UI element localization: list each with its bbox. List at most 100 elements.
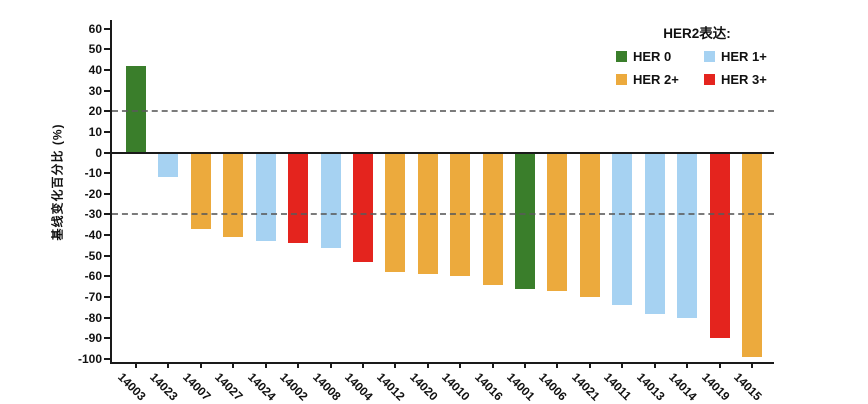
x-label-14024: 14024 xyxy=(244,370,279,404)
x-tick-mark-14012 xyxy=(394,362,397,368)
y-tick-label--20: -20 xyxy=(84,186,102,201)
y-tick-label--30: -30 xyxy=(84,207,102,222)
x-tick-mark-14010 xyxy=(459,362,462,368)
bar-14007 xyxy=(190,152,211,229)
bar-14006 xyxy=(547,152,568,291)
zero-baseline xyxy=(112,151,774,154)
legend-item-her-1+: HER 1+ xyxy=(704,49,791,64)
bar-14019 xyxy=(709,152,730,339)
bar-14004 xyxy=(352,152,373,262)
x-label-14021: 14021 xyxy=(568,370,603,404)
bar-14024 xyxy=(255,152,276,242)
x-label-14012: 14012 xyxy=(374,370,408,404)
x-label-14008: 14008 xyxy=(309,370,344,404)
x-tick-mark-14015 xyxy=(750,362,753,368)
x-label-14013: 14013 xyxy=(633,370,668,404)
y-tick-mark-30 xyxy=(104,89,112,92)
her2-legend: HER2表达: HER 0 HER 1+ HER 2+ HER 3+ xyxy=(603,22,791,87)
legend-item-her-3+: HER 3+ xyxy=(704,72,791,87)
legend-item-her-2+: HER 2+ xyxy=(616,72,704,87)
legend-items: HER 0 HER 1+ HER 2+ HER 3+ xyxy=(616,49,791,87)
x-label-14023: 14023 xyxy=(147,370,182,404)
y-tick-label--60: -60 xyxy=(84,269,102,284)
y-tick-label--100: -100 xyxy=(77,352,102,367)
x-tick-mark-14020 xyxy=(426,362,429,368)
legend-item-label: HER 0 xyxy=(633,49,672,64)
y-tick-label--50: -50 xyxy=(84,248,102,263)
legend-item-label: HER 2+ xyxy=(633,72,679,87)
y-tick-label--70: -70 xyxy=(84,290,102,305)
bar-14015 xyxy=(741,152,762,357)
y-tick-mark--40 xyxy=(104,234,112,237)
x-tick-mark-14008 xyxy=(329,362,332,368)
x-label-14014: 14014 xyxy=(666,370,700,404)
y-tick-mark-0 xyxy=(104,151,112,154)
bar-14014 xyxy=(677,152,698,318)
y-tick-label--90: -90 xyxy=(84,331,102,346)
reference-line--30 xyxy=(112,213,774,216)
bar-14012 xyxy=(385,152,406,273)
plot-area: 60 50 40 30 20 10 0 -10 -20 -30 -40 -50 -60 -70 -80 -90… xyxy=(78,20,774,403)
bar-14013 xyxy=(644,152,665,314)
bar-14016 xyxy=(482,152,503,285)
y-tick-mark--70 xyxy=(104,296,112,299)
y-tick-label-10: 10 xyxy=(88,124,102,139)
x-tick-mark-14016 xyxy=(491,362,494,368)
y-tick-mark--20 xyxy=(104,192,112,195)
y-tick-label-50: 50 xyxy=(88,42,102,57)
x-label-14011: 14011 xyxy=(601,370,635,404)
x-label-14004: 14004 xyxy=(342,370,376,404)
x-tick-mark-14014 xyxy=(686,362,689,368)
y-tick-mark-60 xyxy=(104,27,112,30)
y-tick-label-30: 30 xyxy=(88,83,102,98)
legend-swatch-her-2+ xyxy=(616,74,627,85)
legend-swatch-her-3+ xyxy=(704,74,715,85)
y-tick-label-40: 40 xyxy=(88,62,102,77)
y-tick-label--40: -40 xyxy=(84,228,102,243)
x-tick-mark-14024 xyxy=(264,362,267,368)
bar-14008 xyxy=(320,152,341,248)
x-tick-mark-14004 xyxy=(361,362,364,368)
x-tick-mark-14006 xyxy=(556,362,559,368)
x-tick-mark-14001 xyxy=(524,362,527,368)
x-tick-mark-14003 xyxy=(135,362,137,368)
y-tick-mark--30 xyxy=(104,213,112,216)
legend-item-label: HER 3+ xyxy=(721,72,767,87)
legend-swatch-her-0 xyxy=(616,51,627,62)
bar-14002 xyxy=(288,152,309,244)
x-tick-mark-14011 xyxy=(621,362,624,368)
x-label-14007: 14007 xyxy=(179,370,214,404)
x-label-14020: 14020 xyxy=(406,370,441,404)
legend-title: HER2表达: xyxy=(663,26,731,41)
x-label-14027: 14027 xyxy=(212,370,246,404)
legend-swatch-her-1+ xyxy=(704,51,715,62)
x-label-14010: 14010 xyxy=(439,370,473,404)
x-tick-mark-14013 xyxy=(653,362,656,368)
bar-14020 xyxy=(417,152,438,275)
y-tick-label--10: -10 xyxy=(84,166,102,181)
bar-14021 xyxy=(579,152,600,298)
x-label-14016: 14016 xyxy=(471,370,506,404)
y-axis-title: 基线变化百分比 (%) xyxy=(50,123,65,241)
legend-item-label: HER 1+ xyxy=(721,49,767,64)
x-tick-mark-14002 xyxy=(297,362,300,368)
y-tick-label-60: 60 xyxy=(88,21,102,36)
y-tick-mark--80 xyxy=(104,316,112,319)
x-label-14006: 14006 xyxy=(536,370,571,404)
x-label-14002: 14002 xyxy=(277,370,311,404)
y-tick-mark-10 xyxy=(104,130,112,133)
legend-item-her-0: HER 0 xyxy=(616,49,704,64)
y-tick-mark--90 xyxy=(104,337,112,340)
y-tick-label-0: 0 xyxy=(95,145,102,160)
x-label-14003: 14003 xyxy=(115,370,149,404)
y-tick-mark--50 xyxy=(104,254,112,257)
x-tick-mark-14019 xyxy=(718,362,721,368)
bar-14027 xyxy=(223,152,244,238)
x-tick-mark-14007 xyxy=(199,362,202,368)
reference-line-20 xyxy=(112,110,774,113)
y-tick-mark--100 xyxy=(104,358,112,361)
y-tick-mark--60 xyxy=(104,275,112,278)
y-tick-label--80: -80 xyxy=(84,310,102,325)
y-tick-mark-50 xyxy=(104,48,112,51)
